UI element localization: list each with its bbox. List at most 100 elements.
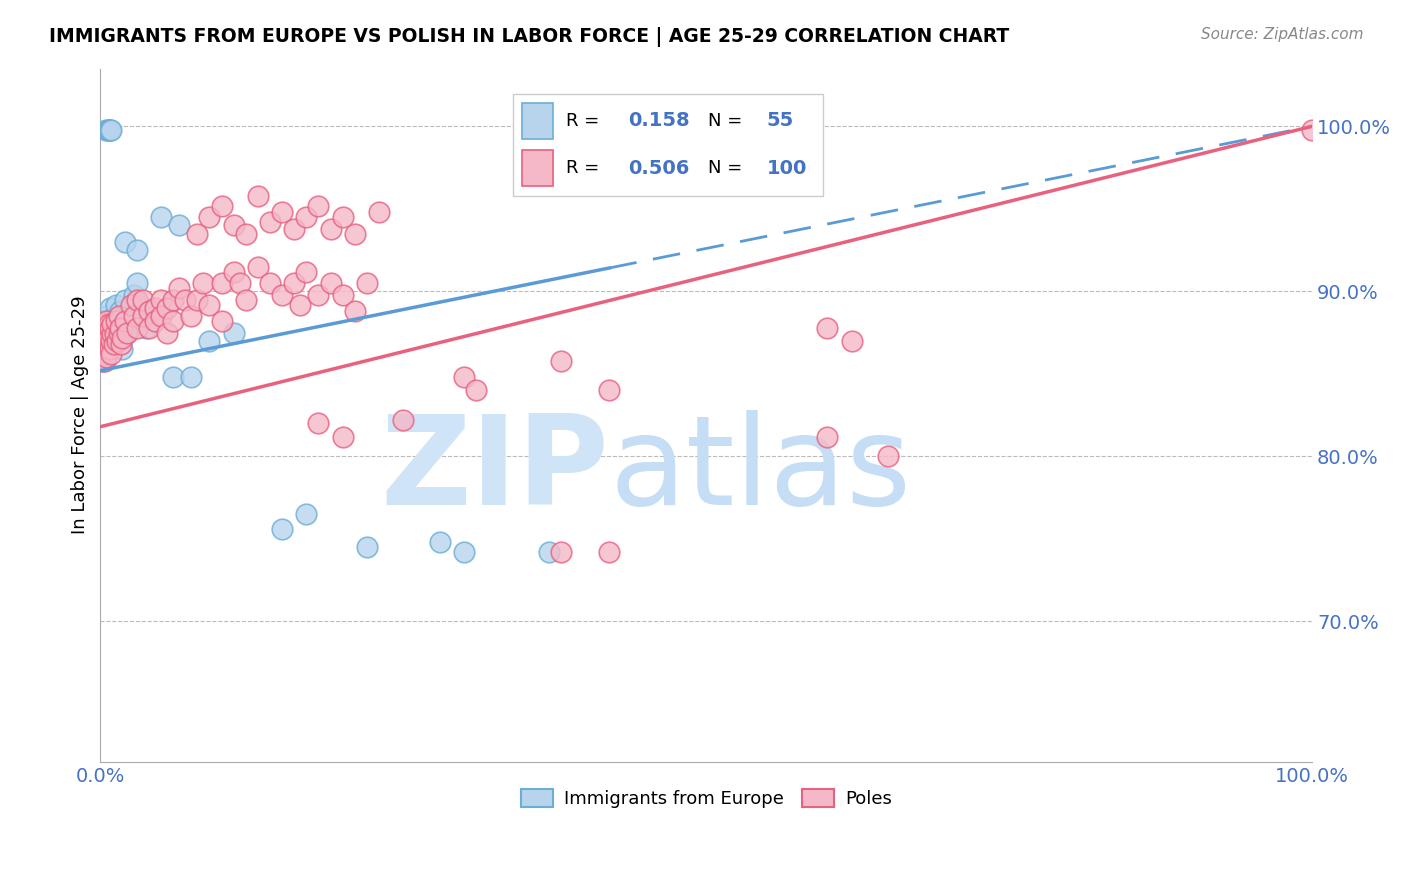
Point (124, 309, 146, 323)
Point (174, 293, 197, 307)
Point (98, 301, 121, 315)
Point (162, 370, 184, 384)
Point (94, 318, 117, 332)
Point (193, 276, 215, 290)
Point (90, 334, 112, 348)
Text: 0.158: 0.158 (627, 112, 689, 130)
Point (283, 221, 305, 235)
Point (550, 353, 572, 368)
Point (598, 384, 620, 398)
Point (111, 342, 134, 356)
Point (101, 327, 124, 342)
Point (111, 330, 134, 344)
Point (550, 545, 572, 559)
Point (107, 309, 129, 323)
Point (143, 301, 166, 315)
Point (138, 320, 160, 334)
Point (222, 326, 245, 340)
Point (319, 221, 342, 235)
Point (222, 219, 245, 233)
Text: atlas: atlas (609, 410, 911, 531)
Point (246, 260, 269, 274)
Point (308, 198, 330, 212)
Point (97, 318, 120, 332)
Point (104, 327, 127, 342)
Point (308, 417, 330, 431)
Point (91, 326, 114, 340)
Point (167, 281, 190, 295)
Point (167, 219, 190, 233)
Point (97, 318, 120, 332)
Point (93, 337, 115, 351)
Point (91, 326, 114, 340)
Point (290, 297, 312, 311)
Text: 0.506: 0.506 (627, 159, 689, 178)
Point (114, 235, 136, 249)
Point (124, 287, 146, 301)
Point (283, 276, 305, 290)
Point (97, 337, 120, 351)
Point (100, 334, 122, 348)
Point (97, 122, 120, 136)
Point (135, 320, 157, 334)
Point (132, 293, 155, 307)
Text: R =: R = (565, 112, 605, 130)
Point (93, 320, 115, 334)
Point (108, 304, 131, 318)
Point (115, 326, 138, 340)
Point (98, 337, 121, 351)
Point (211, 198, 233, 212)
Point (90, 353, 112, 368)
Point (1301, 122, 1323, 136)
Point (235, 293, 257, 307)
Point (598, 545, 620, 559)
Point (156, 301, 179, 315)
Text: 55: 55 (766, 112, 794, 130)
Point (103, 337, 125, 351)
Point (93, 334, 115, 348)
Point (815, 429, 838, 443)
Point (110, 326, 132, 340)
Point (97, 327, 120, 342)
Point (115, 326, 138, 340)
Point (96, 122, 118, 136)
Point (149, 309, 172, 323)
Point (97, 122, 120, 136)
Point (96, 324, 118, 338)
Point (465, 384, 488, 398)
Point (105, 335, 128, 350)
Point (392, 413, 415, 427)
Point (537, 545, 560, 559)
Point (198, 210, 221, 224)
Point (114, 314, 136, 328)
Text: ZIP: ZIP (381, 410, 609, 531)
Point (101, 318, 124, 332)
Point (103, 332, 125, 346)
Point (105, 334, 128, 348)
Point (211, 314, 233, 328)
Point (110, 337, 132, 351)
Point (453, 545, 475, 559)
Point (98, 122, 121, 136)
Point (198, 297, 221, 311)
Text: N =: N = (709, 112, 748, 130)
Point (125, 243, 148, 257)
Point (259, 276, 281, 290)
Point (815, 320, 838, 334)
Point (211, 276, 233, 290)
Point (429, 535, 451, 549)
Point (453, 370, 475, 384)
Point (100, 347, 122, 361)
Point (97, 320, 120, 334)
Point (149, 210, 172, 224)
Point (105, 314, 128, 328)
Point (295, 210, 318, 224)
Point (246, 188, 269, 202)
Point (93, 314, 115, 328)
Point (125, 293, 148, 307)
Point (356, 276, 378, 290)
Text: N =: N = (709, 159, 748, 177)
Point (120, 297, 142, 311)
Point (97, 122, 120, 136)
Point (295, 507, 318, 521)
